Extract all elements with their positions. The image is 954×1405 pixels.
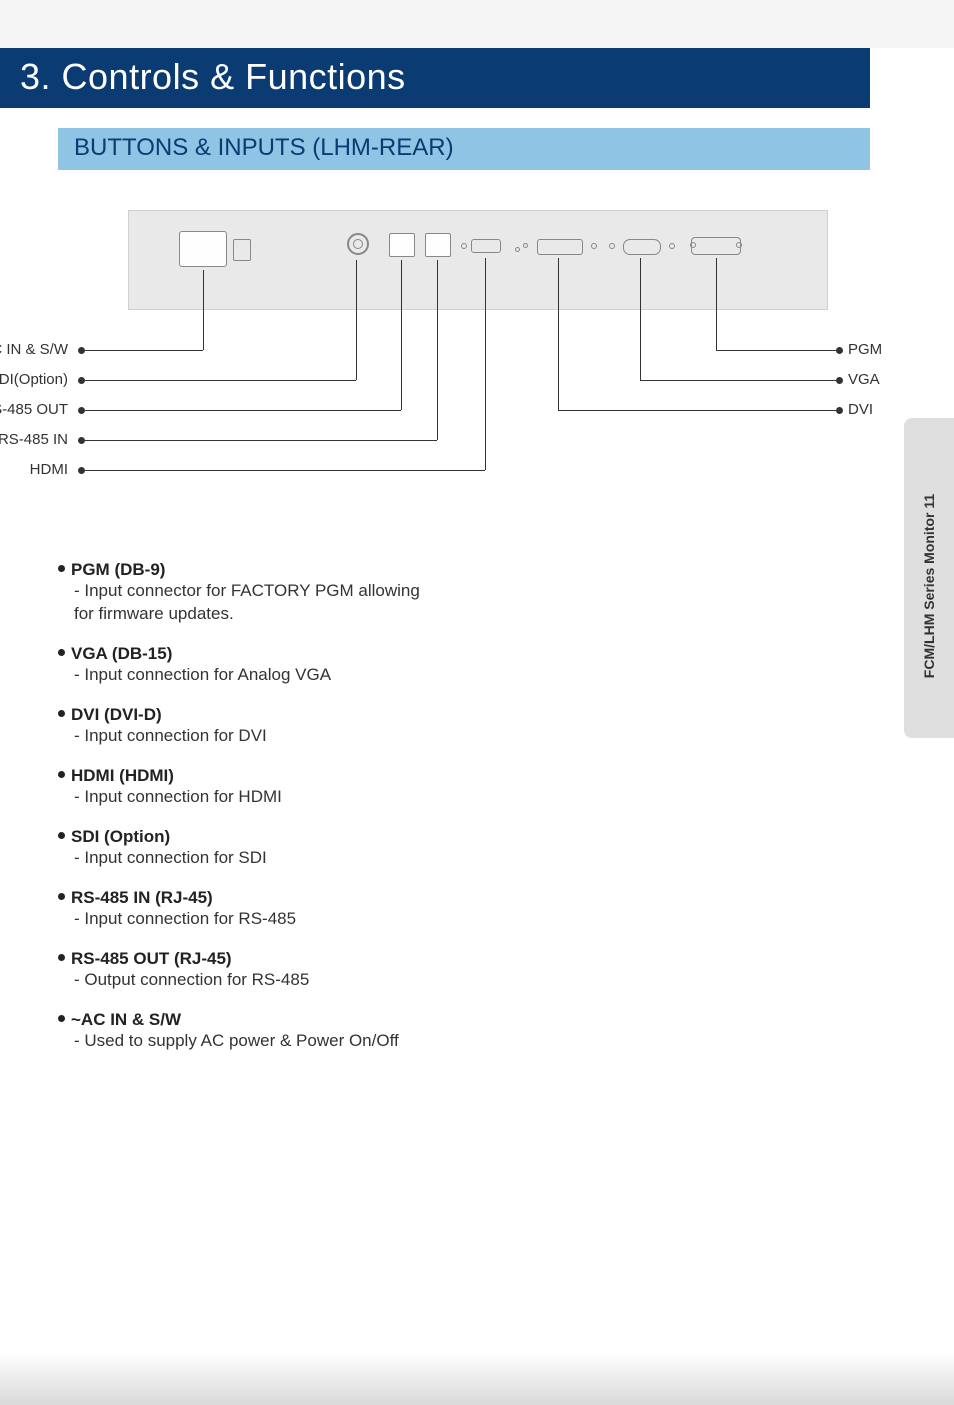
callout-line — [203, 270, 204, 350]
callout-label: DVI — [848, 401, 873, 418]
desc-head-text: VGA (DB-15) — [71, 644, 172, 663]
callout-dot — [78, 347, 85, 354]
screw-icon — [515, 247, 520, 252]
description-heading: ~AC IN & S/W — [58, 1010, 818, 1030]
callout-line — [85, 350, 203, 351]
callout-line — [437, 260, 438, 440]
description-heading: PGM (DB-9) — [58, 560, 818, 580]
pgm-port — [691, 237, 741, 255]
callout-label: PGM — [848, 341, 882, 358]
vga-port — [623, 239, 661, 255]
section-heading-bar: BUTTONS & INPUTS (LHM-REAR) — [58, 128, 870, 170]
callout-line — [716, 350, 836, 351]
rear-panel-diagram: ~AC IN & S/W SDI(Option) RS-485 OUT RS-4… — [58, 210, 870, 500]
rs485-out-port — [389, 233, 415, 257]
description-item: SDI (Option) - Input connection for SDI — [58, 827, 818, 870]
description-item: VGA (DB-15) - Input connection for Analo… — [58, 644, 818, 687]
bullet-icon — [58, 954, 65, 961]
desc-head-text: HDMI (HDMI) — [71, 766, 174, 785]
bullet-icon — [58, 565, 65, 572]
page-side-tab: FCM/LHM Series Monitor 11 — [904, 418, 954, 738]
description-heading: HDMI (HDMI) — [58, 766, 818, 786]
description-item: ~AC IN & S/W - Used to supply AC power &… — [58, 1010, 818, 1053]
callout-line — [485, 258, 486, 470]
description-item: HDMI (HDMI) - Input connection for HDMI — [58, 766, 818, 809]
side-tab-text: FCM/LHM Series Monitor 11 — [921, 481, 937, 691]
description-item: DVI (DVI-D) - Input connection for DVI — [58, 705, 818, 748]
section-title: BUTTONS & INPUTS (LHM-REAR) — [74, 134, 854, 162]
callout-line — [558, 410, 836, 411]
callout-dot — [836, 347, 843, 354]
bullet-icon — [58, 649, 65, 656]
bullet-icon — [58, 771, 65, 778]
ac-in-port — [179, 231, 227, 267]
callout-line — [640, 380, 836, 381]
callout-label: HDMI — [0, 461, 68, 478]
bullet-icon — [58, 710, 65, 717]
desc-head-text: DVI (DVI-D) — [71, 705, 162, 724]
description-body: - Input connection for HDMI — [58, 786, 818, 809]
dvi-port — [537, 239, 583, 255]
bullet-icon — [58, 832, 65, 839]
description-body: - Input connection for RS-485 — [58, 908, 818, 931]
screw-icon — [461, 243, 467, 249]
chapter-heading-bar: 3. Controls & Functions — [0, 48, 870, 108]
callout-label: VGA — [848, 371, 880, 388]
callout-label: ~AC IN & S/W — [0, 341, 68, 358]
hdmi-port — [471, 239, 501, 253]
desc-head-text: PGM (DB-9) — [71, 560, 165, 579]
description-body: - Input connection for Analog VGA — [58, 664, 818, 687]
description-heading: DVI (DVI-D) — [58, 705, 818, 725]
callout-label: RS-485 OUT — [0, 401, 68, 418]
description-body: - Input connection for SDI — [58, 847, 818, 870]
screw-icon — [609, 243, 615, 249]
description-item: RS-485 OUT (RJ-45) - Output connection f… — [58, 949, 818, 992]
callout-dot — [78, 377, 85, 384]
callout-line — [85, 380, 356, 381]
callout-label: SDI(Option) — [0, 371, 68, 388]
screw-icon — [669, 243, 675, 249]
callout-line — [85, 440, 437, 441]
callout-dot — [78, 437, 85, 444]
desc-head-text: ~AC IN & S/W — [71, 1010, 181, 1029]
desc-head-text: RS-485 OUT (RJ-45) — [71, 949, 232, 968]
description-body: - Input connection for DVI — [58, 725, 818, 748]
bullet-icon — [58, 1015, 65, 1022]
callout-dot — [836, 377, 843, 384]
callout-dot — [836, 407, 843, 414]
description-body: - Used to supply AC power & Power On/Off — [58, 1030, 818, 1053]
description-item: PGM (DB-9) - Input connector for FACTORY… — [58, 560, 818, 626]
callout-label: RS-485 IN — [0, 431, 68, 448]
chapter-title: 3. Controls & Functions — [20, 56, 850, 98]
callout-dot — [78, 467, 85, 474]
description-list: PGM (DB-9) - Input connector for FACTORY… — [58, 560, 818, 1052]
screw-icon — [591, 243, 597, 249]
sdi-port — [347, 233, 369, 255]
desc-head-text: RS-485 IN (RJ-45) — [71, 888, 213, 907]
description-heading: SDI (Option) — [58, 827, 818, 847]
footer-gradient — [0, 1355, 954, 1405]
bullet-icon — [58, 893, 65, 900]
description-body: - Input connector for FACTORY PGM allowi… — [58, 580, 818, 626]
callout-line — [85, 410, 401, 411]
panel-outline — [128, 210, 828, 310]
callout-line — [356, 260, 357, 380]
callout-line — [640, 258, 641, 380]
ac-switch — [233, 239, 251, 261]
callout-line — [558, 258, 559, 410]
rs485-in-port — [425, 233, 451, 257]
description-heading: VGA (DB-15) — [58, 644, 818, 664]
description-heading: RS-485 IN (RJ-45) — [58, 888, 818, 908]
callout-line — [85, 470, 485, 471]
callout-dot — [78, 407, 85, 414]
desc-head-text: SDI (Option) — [71, 827, 170, 846]
callout-line — [401, 260, 402, 410]
manual-page: 3. Controls & Functions BUTTONS & INPUTS… — [0, 48, 954, 1405]
screw-icon — [523, 243, 528, 248]
description-item: RS-485 IN (RJ-45) - Input connection for… — [58, 888, 818, 931]
description-body: - Output connection for RS-485 — [58, 969, 818, 992]
description-heading: RS-485 OUT (RJ-45) — [58, 949, 818, 969]
callout-line — [716, 258, 717, 350]
